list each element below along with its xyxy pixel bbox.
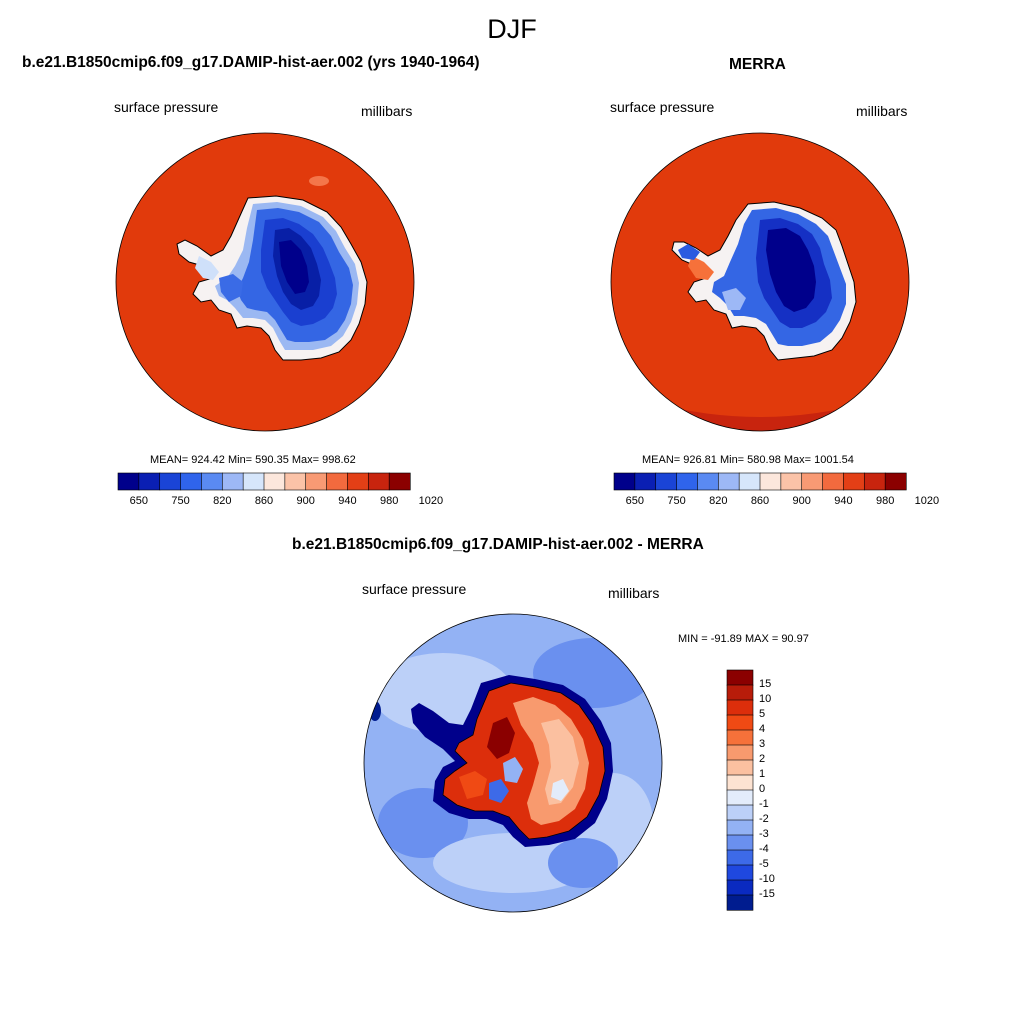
obs-colorbar-box-5 bbox=[717, 472, 740, 491]
model-polar-map bbox=[115, 132, 415, 432]
diff-colorbar-box-3 bbox=[726, 714, 754, 731]
diff-colorbar-tick-label: 0 bbox=[759, 783, 766, 795]
model-colorbar-tick-label: 980 bbox=[379, 495, 399, 507]
diff-colorbar-tick-label: 4 bbox=[759, 723, 766, 735]
model-colorbar-box-8 bbox=[284, 472, 307, 491]
diff-colorbar-tick-label: 15 bbox=[759, 678, 772, 690]
diff-colorbar-tick-label: 2 bbox=[759, 753, 766, 765]
model-colorbar-box-3 bbox=[180, 472, 203, 491]
obs-variable-label: surface pressure bbox=[610, 99, 715, 115]
model-colorbar-tick-label: 940 bbox=[338, 495, 357, 507]
obs-colorbar-tick-label: 750 bbox=[667, 495, 686, 507]
season-title: DJF bbox=[487, 14, 537, 44]
diff-colorbar-tick-label: 1 bbox=[759, 768, 766, 780]
model-stats-text: MEAN= 924.42 Min= 590.35 Max= 998.62 bbox=[150, 454, 356, 466]
diff-colorbar-tick-label: 3 bbox=[759, 738, 766, 750]
diff-colorbar-tick-label: -3 bbox=[759, 828, 769, 840]
model-colorbar-tick-label: 900 bbox=[296, 495, 315, 507]
obs-colorbar-box-9 bbox=[801, 472, 824, 491]
model-colorbar-box-5 bbox=[221, 472, 244, 491]
model-variable-label: surface pressure bbox=[114, 99, 219, 115]
diff-colorbar-box-4 bbox=[726, 729, 754, 746]
model-colorbar-box-12 bbox=[367, 472, 390, 491]
obs-colorbar-box-10 bbox=[822, 472, 845, 491]
model-colorbar-box-10 bbox=[326, 472, 349, 491]
obs-colorbar-box-3 bbox=[676, 472, 699, 491]
model-colorbar-box-4 bbox=[201, 472, 223, 491]
model-colorbar-tick-label: 860 bbox=[254, 495, 274, 507]
model-panel-title: b.e21.B1850cmip6.f09_g17.DAMIP-hist-aer.… bbox=[22, 54, 480, 71]
model-colorbar-box-1 bbox=[138, 472, 161, 491]
obs-colorbar bbox=[613, 472, 907, 491]
diff-colorbar bbox=[726, 669, 754, 911]
obs-units-label: millibars bbox=[856, 103, 908, 119]
diff-colorbar-box-0 bbox=[726, 669, 754, 686]
model-colorbar bbox=[117, 472, 411, 491]
diff-colorbar-tick-label: -15 bbox=[759, 888, 775, 900]
model-colorbar-tick-label: 1020 bbox=[418, 495, 444, 507]
diff-colorbar-box-8 bbox=[726, 789, 754, 806]
obs-colorbar-tick-label: 940 bbox=[834, 495, 853, 507]
diff-colorbar-tick-label: -5 bbox=[759, 858, 769, 870]
diff-colorbar-box-15 bbox=[726, 894, 754, 911]
diff-colorbar-box-2 bbox=[726, 699, 754, 716]
obs-colorbar-box-2 bbox=[655, 472, 678, 491]
diff-colorbar-box-7 bbox=[726, 774, 754, 791]
obs-panel-title: MERRA bbox=[729, 56, 786, 73]
obs-colorbar-box-8 bbox=[780, 472, 803, 491]
obs-colorbar-tick-label: 860 bbox=[750, 495, 770, 507]
diff-colorbar-box-11 bbox=[726, 834, 754, 851]
obs-colorbar-box-11 bbox=[843, 472, 865, 491]
diff-colorbar-tick-label: 5 bbox=[759, 708, 766, 720]
obs-colorbar-box-12 bbox=[863, 472, 886, 491]
diff-colorbar-box-9 bbox=[726, 804, 754, 821]
model-colorbar-tick-label: 650 bbox=[129, 495, 149, 507]
diff-stats-text: MIN = -91.89 MAX = 90.97 bbox=[678, 633, 809, 645]
model-colorbar-box-9 bbox=[305, 472, 328, 491]
diff-colorbar-tick-label: -10 bbox=[759, 873, 775, 885]
model-colorbar-box-6 bbox=[242, 472, 265, 491]
obs-colorbar-box-13 bbox=[884, 472, 907, 491]
diff-colorbar-box-14 bbox=[726, 879, 754, 896]
obs-colorbar-tick-label: 820 bbox=[709, 495, 728, 507]
model-colorbar-box-0 bbox=[117, 472, 140, 491]
model-colorbar-tick-label: 820 bbox=[213, 495, 232, 507]
obs-colorbar-tick-label: 900 bbox=[792, 495, 811, 507]
diff-colorbar-box-1 bbox=[726, 684, 754, 701]
diff-colorbar-box-6 bbox=[726, 759, 754, 776]
obs-colorbar-box-0 bbox=[613, 472, 636, 491]
diff-colorbar-tick-label: 10 bbox=[759, 693, 772, 705]
diff-colorbar-box-10 bbox=[726, 819, 754, 836]
model-colorbar-box-7 bbox=[263, 472, 286, 491]
model-colorbar-box-13 bbox=[388, 472, 411, 491]
model-colorbar-tick-label: 750 bbox=[171, 495, 190, 507]
obs-colorbar-tick-label: 650 bbox=[625, 495, 645, 507]
obs-polar-map bbox=[610, 132, 910, 432]
model-colorbar-box-2 bbox=[159, 472, 182, 491]
diff-colorbar-box-13 bbox=[726, 864, 754, 881]
obs-colorbar-box-4 bbox=[697, 472, 719, 491]
obs-colorbar-box-7 bbox=[759, 472, 782, 491]
diff-colorbar-box-12 bbox=[726, 849, 754, 866]
diff-colorbar-tick-label: -4 bbox=[759, 843, 769, 855]
diff-polar-map bbox=[363, 613, 663, 913]
diff-colorbar-tick-label: -1 bbox=[759, 798, 769, 810]
obs-colorbar-box-6 bbox=[738, 472, 761, 491]
diff-colorbar-box-5 bbox=[726, 744, 754, 761]
obs-colorbar-box-1 bbox=[634, 472, 657, 491]
obs-stats-text: MEAN= 926.81 Min= 580.98 Max= 1001.54 bbox=[642, 454, 854, 466]
diff-variable-label: surface pressure bbox=[362, 581, 467, 597]
diff-panel-title: b.e21.B1850cmip6.f09_g17.DAMIP-hist-aer.… bbox=[292, 536, 704, 553]
model-colorbar-box-11 bbox=[347, 472, 369, 491]
obs-colorbar-tick-label: 980 bbox=[875, 495, 895, 507]
diff-colorbar-tick-label: -2 bbox=[759, 813, 769, 825]
model-units-label: millibars bbox=[361, 103, 413, 119]
diff-units-label: millibars bbox=[608, 585, 660, 601]
obs-colorbar-tick-label: 1020 bbox=[914, 495, 940, 507]
